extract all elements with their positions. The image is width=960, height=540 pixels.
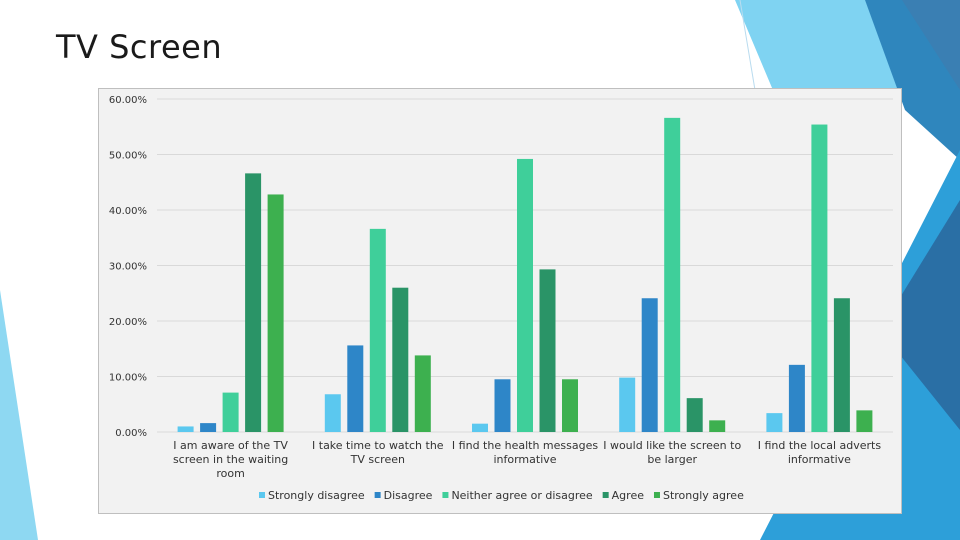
y-tick-label: 60.00% [109,95,147,106]
y-tick-label: 10.00% [109,373,147,384]
bar [664,117,681,433]
bar [517,158,533,432]
decor-triangle-left [0,290,38,540]
bar [222,392,239,432]
legend-label: Agree [612,489,645,502]
x-tick-label: I would like the screen to be larger [603,439,741,466]
legend-swatch [442,492,449,498]
decor-sliver-right [902,0,960,90]
bar [856,410,873,432]
bar [392,287,409,432]
y-tick-label: 20.00% [109,317,147,328]
bar [619,377,636,432]
bar [177,426,194,432]
decor-band-right-dark [880,200,960,430]
decor-triangle-light-top [735,0,915,95]
legend-label: Neither agree or disagree [451,489,592,502]
legend-label: Strongly disagree [268,489,365,502]
bar [414,355,431,432]
bar [369,228,386,432]
y-tick-label: 30.00% [109,262,147,273]
bar [686,398,703,432]
bar [324,394,341,432]
chart-area: 0.00% 10.00% 20.00% 30.00% 40.00% 50.00% 60.00… [98,88,902,514]
bar [200,423,217,432]
x-tick-label: I find the health messages informative [452,439,598,466]
y-tick-label: 40.00% [109,206,147,217]
bar [788,364,805,432]
bar-chart: 0.00% 10.00% 20.00% 30.00% 40.00% 50.00% 60.00… [109,95,893,502]
bar [709,420,726,432]
bar [641,298,658,432]
legend-swatch [259,492,265,498]
bar [472,423,488,432]
legend-swatch [602,492,609,498]
x-tick-label: I am aware of the TV screen in the waitin… [173,439,288,480]
decor-thin-line [739,0,756,91]
legend-swatch [653,492,660,498]
bar [347,345,364,432]
bar [833,298,850,432]
bar [562,379,578,432]
bar [766,413,783,432]
bar [811,124,828,432]
y-tick-label: 50.00% [109,151,147,162]
x-tick-label: I take time to watch the TV screen [312,439,444,466]
bar [245,173,262,432]
bar [267,194,284,432]
legend-swatch [374,492,381,498]
bar [539,269,556,432]
bar [494,379,511,432]
x-tick-label: I find the local adverts informative [758,439,882,466]
y-tick-label: 0.00% [115,428,147,439]
legend-label: Disagree [384,489,433,502]
legend-label: Strongly agree [663,489,744,502]
slide-title: TV Screen [56,28,223,66]
